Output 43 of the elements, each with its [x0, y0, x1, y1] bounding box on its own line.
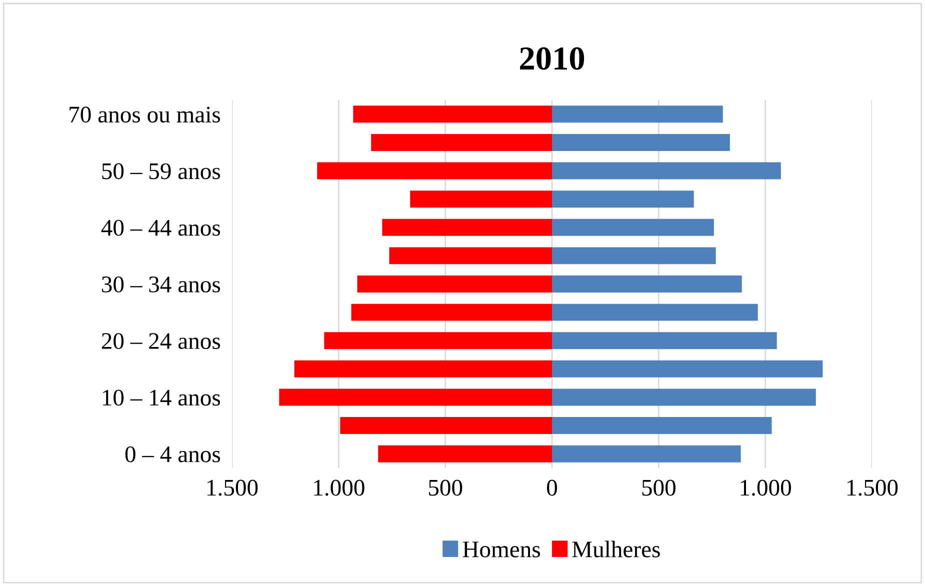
bar: [317, 162, 552, 180]
y-tick-label: 10 – 14 anos: [102, 390, 220, 406]
bar: [410, 190, 552, 208]
bar: [552, 360, 823, 378]
bar: [552, 332, 777, 350]
bar: [552, 247, 716, 264]
bar: [294, 360, 552, 378]
chart-title: 2010: [520, 47, 584, 70]
bar: [353, 106, 552, 123]
bar: [552, 417, 772, 434]
bar: [378, 445, 552, 462]
bar: [389, 247, 552, 264]
x-tick-label: 1.500: [848, 480, 898, 496]
bar: [357, 276, 552, 292]
bar: [371, 134, 552, 151]
x-tick-label: 500: [428, 480, 462, 496]
y-tick-label: 0 – 4 anos: [125, 446, 220, 462]
bar: [552, 190, 694, 208]
bar: [552, 388, 816, 406]
bar: [552, 304, 758, 321]
legend-label: Homens: [462, 542, 540, 558]
x-tick-label: 1.000: [314, 480, 364, 496]
y-tick-label: 30 – 34 anos: [102, 276, 220, 292]
bar: [382, 218, 552, 236]
bar: [340, 417, 552, 434]
bar: [552, 162, 781, 180]
y-tick-label: 40 – 44 anos: [101, 220, 220, 236]
bar: [324, 332, 552, 350]
x-tick-label: 0: [546, 480, 558, 496]
y-tick-label: 50 – 59 anos: [102, 163, 220, 180]
bar: [552, 445, 741, 462]
x-tick-label: 500: [642, 480, 676, 496]
bar: [279, 388, 552, 406]
x-tick-label: 1.500: [208, 480, 258, 496]
y-tick-label: 20 – 24 anos: [102, 333, 220, 350]
bar: [552, 276, 742, 292]
bar: [552, 106, 723, 123]
bar: [552, 134, 730, 151]
bar: [552, 218, 714, 236]
bar: [351, 304, 552, 321]
legend-label: Mulheres: [572, 540, 660, 558]
y-tick-label: 70 anos ou mais: [70, 106, 220, 123]
x-tick-label: 1.000: [740, 480, 791, 496]
